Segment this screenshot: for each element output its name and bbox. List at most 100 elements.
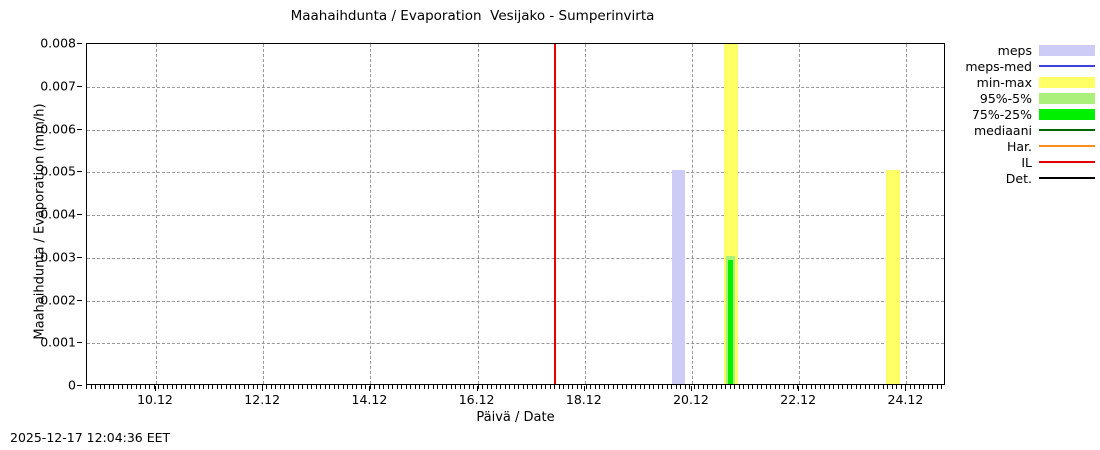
gridline-vertical bbox=[156, 44, 157, 384]
x-minor-tick bbox=[203, 385, 204, 389]
x-minor-tick bbox=[248, 385, 249, 389]
legend-item-label: IL bbox=[1021, 154, 1032, 170]
x-minor-tick bbox=[504, 385, 506, 389]
y-tick-mark bbox=[77, 299, 82, 301]
x-tick-mark bbox=[798, 386, 800, 391]
x-minor-tick bbox=[158, 385, 159, 389]
x-minor-tick bbox=[176, 385, 177, 389]
x-minor-tick bbox=[518, 385, 519, 389]
legend-item-mediaani[interactable]: mediaani bbox=[960, 122, 1095, 138]
series-band-min-max bbox=[886, 170, 900, 384]
x-minor-tick bbox=[914, 385, 915, 389]
gridline-vertical bbox=[477, 44, 479, 384]
x-minor-tick bbox=[221, 385, 222, 389]
x-minor-tick bbox=[869, 385, 870, 389]
x-minor-tick bbox=[599, 385, 600, 389]
y-tick-label: 0.002 bbox=[40, 292, 76, 307]
x-minor-tick bbox=[576, 385, 578, 389]
x-minor-tick bbox=[365, 385, 366, 389]
x-minor-tick bbox=[626, 385, 627, 389]
x-minor-tick bbox=[639, 385, 641, 389]
x-minor-tick bbox=[261, 385, 263, 389]
x-minor-tick bbox=[846, 385, 848, 389]
x-minor-tick bbox=[333, 385, 335, 389]
x-minor-tick bbox=[252, 385, 254, 389]
x-minor-tick bbox=[122, 385, 123, 389]
x-minor-tick bbox=[900, 385, 902, 389]
x-minor-tick bbox=[702, 385, 704, 389]
y-tick-label: 0.005 bbox=[40, 163, 76, 179]
x-tick-label: 20.12 bbox=[673, 392, 709, 407]
x-minor-tick bbox=[522, 385, 524, 389]
x-minor-tick bbox=[635, 385, 636, 389]
x-minor-tick bbox=[437, 385, 438, 389]
x-minor-tick bbox=[486, 385, 488, 389]
x-minor-tick bbox=[801, 385, 803, 389]
legend-line-sample bbox=[1039, 161, 1095, 163]
x-minor-tick bbox=[95, 385, 96, 389]
x-minor-tick bbox=[342, 385, 344, 389]
x-minor-tick bbox=[185, 385, 186, 389]
x-tick-mark bbox=[155, 386, 156, 391]
x-minor-tick bbox=[860, 385, 861, 389]
legend-line-sample bbox=[1039, 177, 1095, 179]
series-band-75-25 bbox=[727, 260, 734, 384]
x-minor-tick bbox=[923, 385, 924, 389]
gridline-vertical bbox=[370, 44, 372, 384]
legend-item-75-25[interactable]: 75%-25% bbox=[960, 106, 1095, 122]
legend-item-95-5[interactable]: 95%-5% bbox=[960, 90, 1095, 106]
y-tick-label: 0.003 bbox=[40, 249, 76, 265]
x-minor-tick bbox=[180, 385, 182, 389]
x-minor-tick bbox=[234, 385, 236, 389]
y-tick-mark bbox=[77, 85, 82, 87]
gridline-horizontal bbox=[87, 343, 944, 345]
x-minor-tick bbox=[207, 385, 209, 389]
x-minor-tick bbox=[738, 385, 740, 389]
legend-item-il[interactable]: IL bbox=[960, 154, 1095, 170]
x-minor-tick bbox=[338, 385, 339, 389]
x-minor-tick bbox=[279, 385, 281, 389]
x-minor-tick bbox=[680, 385, 681, 389]
legend-color-swatch bbox=[1039, 76, 1095, 88]
x-minor-tick bbox=[864, 385, 866, 389]
x-tick-mark bbox=[476, 386, 478, 391]
plot-area bbox=[86, 43, 945, 385]
x-minor-tick bbox=[378, 385, 380, 389]
x-minor-tick bbox=[324, 385, 326, 389]
x-minor-tick bbox=[446, 385, 447, 389]
y-tick-label: 0.006 bbox=[40, 121, 76, 136]
x-minor-tick bbox=[824, 385, 825, 389]
x-minor-tick bbox=[131, 385, 132, 389]
x-minor-tick bbox=[873, 385, 875, 389]
gridline-horizontal bbox=[87, 129, 944, 131]
x-minor-tick bbox=[666, 385, 668, 389]
legend-color-swatch bbox=[1039, 92, 1095, 104]
x-minor-tick bbox=[135, 385, 137, 389]
x-minor-tick bbox=[153, 385, 155, 389]
x-minor-tick bbox=[743, 385, 744, 389]
legend-item-label: meps-med bbox=[965, 58, 1032, 74]
x-minor-tick bbox=[468, 385, 470, 389]
x-minor-tick bbox=[396, 385, 398, 389]
x-minor-tick bbox=[932, 385, 933, 389]
y-tick-mark bbox=[77, 342, 82, 344]
x-minor-tick bbox=[797, 385, 798, 389]
legend-item-det[interactable]: Det. bbox=[960, 170, 1095, 186]
x-minor-tick bbox=[167, 385, 168, 389]
x-minor-tick bbox=[657, 385, 659, 389]
x-minor-tick bbox=[414, 385, 416, 389]
x-minor-tick bbox=[765, 385, 767, 389]
y-tick-label: 0.004 bbox=[40, 206, 76, 222]
y-tick-mark bbox=[77, 214, 82, 215]
x-minor-tick bbox=[266, 385, 267, 389]
y-tick-label: 0 bbox=[68, 377, 76, 393]
gridline-vertical bbox=[906, 44, 908, 384]
x-minor-tick bbox=[711, 385, 713, 389]
legend-item-min-max[interactable]: min-max bbox=[960, 74, 1095, 90]
legend-item-meps[interactable]: meps bbox=[960, 42, 1095, 58]
x-minor-tick bbox=[554, 385, 555, 389]
x-minor-tick bbox=[779, 385, 780, 389]
x-minor-tick bbox=[927, 385, 929, 389]
legend-item-har[interactable]: Har. bbox=[960, 138, 1095, 154]
legend-item-meps-med[interactable]: meps-med bbox=[960, 58, 1095, 74]
